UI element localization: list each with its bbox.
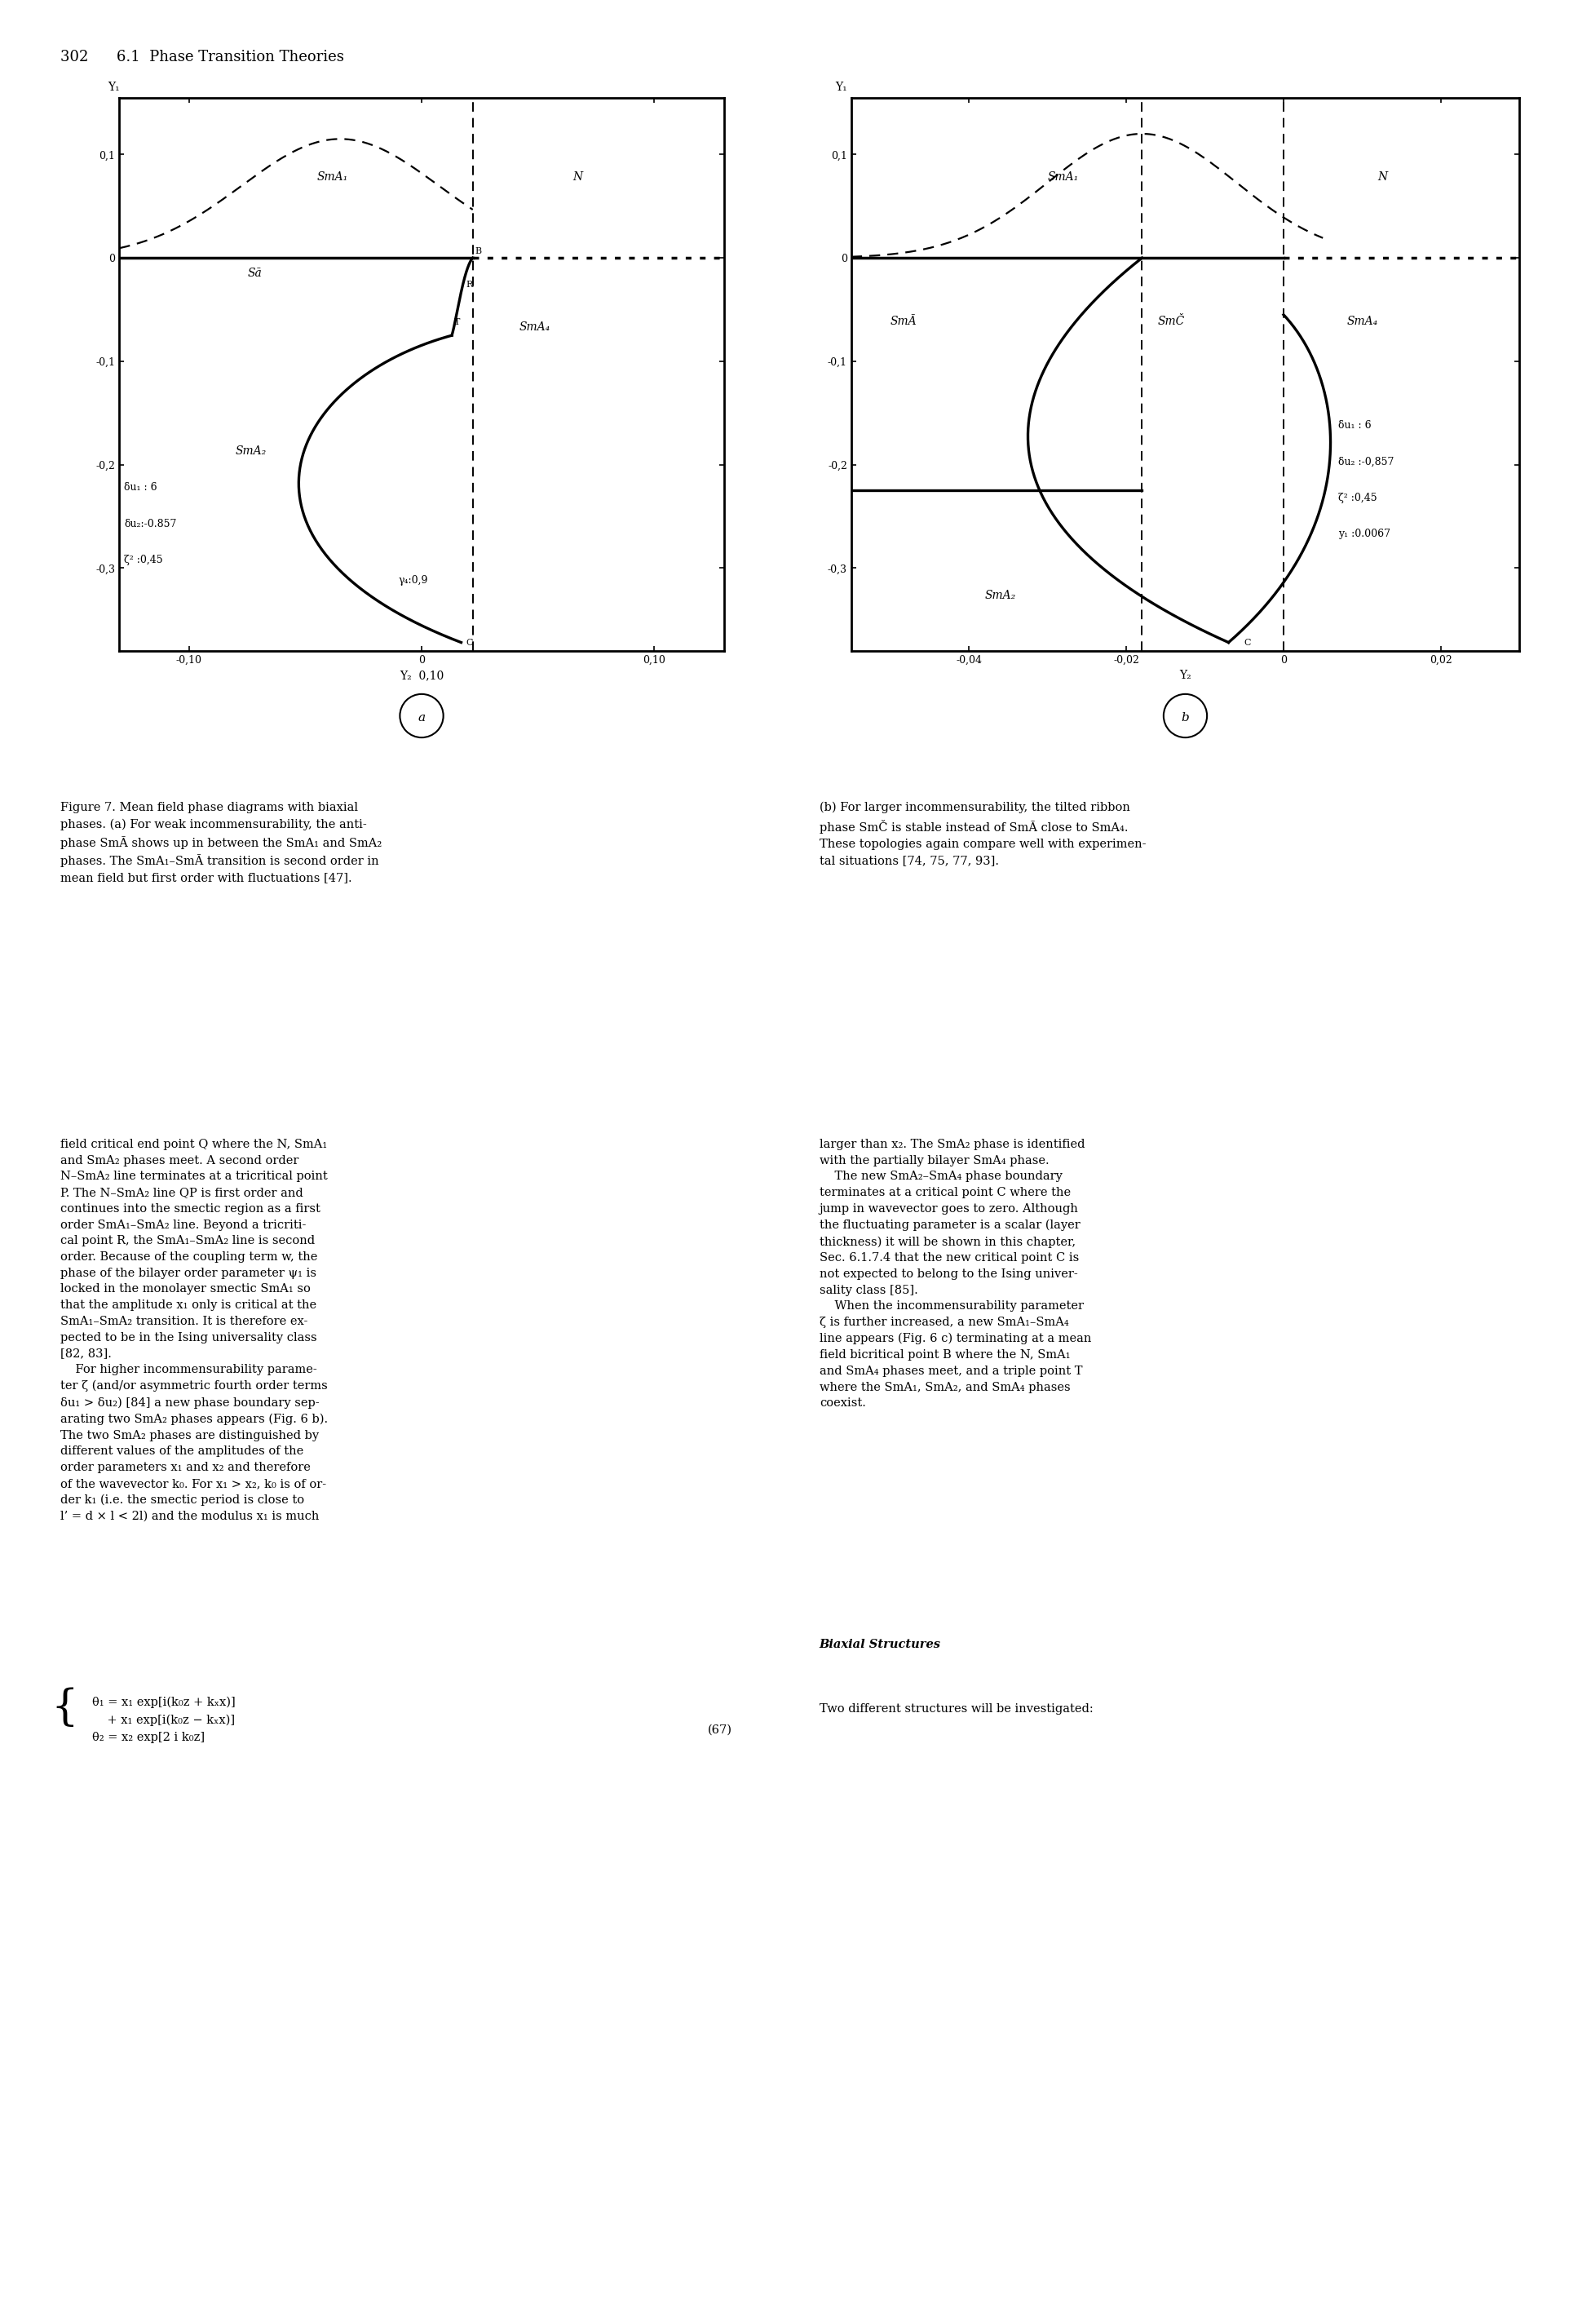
Text: Figure 7. Mean field phase diagrams with biaxial
phases. (a) For weak incommensu: Figure 7. Mean field phase diagrams with… <box>60 802 382 883</box>
Text: SmA₁: SmA₁ <box>1048 172 1079 184</box>
Text: a: a <box>418 711 425 723</box>
Text: SmA₁: SmA₁ <box>317 172 348 184</box>
Text: 302      6.1  Phase Transition Theories: 302 6.1 Phase Transition Theories <box>60 49 344 65</box>
Text: δu₁ : 6: δu₁ : 6 <box>124 483 158 493</box>
Text: θ₁ = x₁ exp[i(k₀z + kₓx)]
    + x₁ exp[i(k₀z − kₓx)]
θ₂ = x₂ exp[2 i k₀z]: θ₁ = x₁ exp[i(k₀z + kₓx)] + x₁ exp[i(k₀z… <box>92 1697 235 1743</box>
Text: Y₁: Y₁ <box>835 81 848 93</box>
Text: B: B <box>476 246 482 256</box>
Text: larger than x₂. The SmA₂ phase is identified
with the partially bilayer SmA₄ pha: larger than x₂. The SmA₂ phase is identi… <box>819 1139 1091 1408</box>
Text: δu₂ :-0,857: δu₂ :-0,857 <box>1338 456 1394 467</box>
Text: C: C <box>1244 639 1251 646</box>
Text: δu₁ : 6: δu₁ : 6 <box>1338 421 1371 430</box>
Text: (67): (67) <box>708 1724 732 1736</box>
Text: {: { <box>51 1687 78 1729</box>
Text: SmĀ: SmĀ <box>891 316 916 328</box>
Text: δu₂:-0.857: δu₂:-0.857 <box>124 518 177 530</box>
Text: R: R <box>466 281 473 288</box>
Text: SmČ: SmČ <box>1158 316 1185 328</box>
Text: ζ² :0,45: ζ² :0,45 <box>1338 493 1378 504</box>
Text: y₁ :0.0067: y₁ :0.0067 <box>1338 530 1391 539</box>
Text: field critical end point Q where the N, SmA₁
and SmA₂ phases meet. A second orde: field critical end point Q where the N, … <box>60 1139 328 1522</box>
Text: γ₄:0,9: γ₄:0,9 <box>398 576 428 586</box>
Text: SmA₄: SmA₄ <box>519 321 550 332</box>
Text: N: N <box>573 172 582 184</box>
X-axis label: Y₂: Y₂ <box>1179 669 1192 681</box>
Text: N: N <box>1378 172 1387 184</box>
Text: Y₁: Y₁ <box>108 81 119 93</box>
Text: C: C <box>466 639 473 646</box>
Text: b: b <box>1182 711 1188 723</box>
Text: Sā: Sā <box>247 267 261 279</box>
Text: (b) For larger incommensurability, the tilted ribbon
phase SmČ is stable instead: (b) For larger incommensurability, the t… <box>819 802 1146 867</box>
Text: ζ² :0,45: ζ² :0,45 <box>124 555 162 565</box>
Text: SmA₂: SmA₂ <box>235 446 267 458</box>
Text: SmA₄: SmA₄ <box>1346 316 1378 328</box>
Text: Two different structures will be investigated:: Two different structures will be investi… <box>819 1703 1093 1715</box>
X-axis label: Y₂  0,10: Y₂ 0,10 <box>399 669 444 681</box>
Text: SmA₂: SmA₂ <box>985 590 1017 602</box>
Text: Biaxial Structures: Biaxial Structures <box>819 1638 940 1650</box>
Text: T: T <box>453 318 460 328</box>
